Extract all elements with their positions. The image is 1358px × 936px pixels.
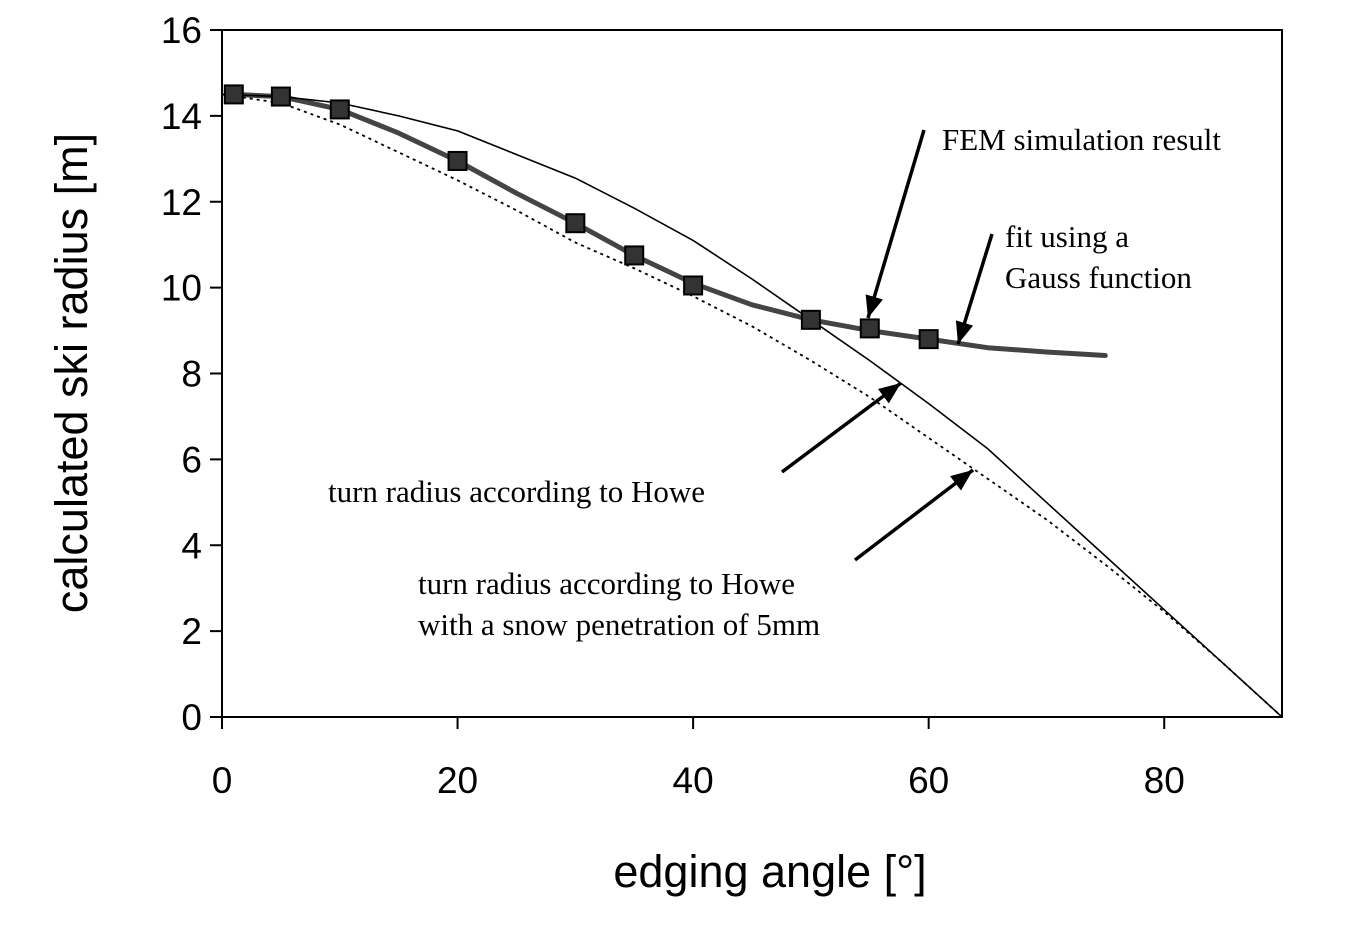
fem-data-point <box>918 329 939 350</box>
annotation-label: turn radius according to Howe <box>418 566 795 601</box>
howe-snow-penetration-line <box>221 93 1283 718</box>
x-tick-label: 40 <box>673 760 714 801</box>
fem-data-point <box>223 84 244 105</box>
x-axis-title: edging angle [°] <box>613 846 926 897</box>
howe-line <box>221 93 1283 718</box>
axes: 0 2 4 6 8 10 12 14 16 0 20 40 60 80 <box>161 10 1185 801</box>
y-tick-label: 2 <box>181 611 202 652</box>
annotation-label: with a snow penetration of 5mm <box>418 607 820 642</box>
y-tick-label: 0 <box>181 697 202 738</box>
fem-data-point <box>447 150 468 171</box>
y-tick-label: 4 <box>181 525 202 566</box>
y-tick-label: 8 <box>181 354 202 395</box>
fem-data-point <box>270 86 291 107</box>
annotation-label: fit using a <box>1005 219 1129 254</box>
y-tick-label: 6 <box>181 439 202 480</box>
annotation-label: turn radius according to Howe <box>328 474 705 509</box>
fem-data-point <box>565 213 586 234</box>
fem-data-point <box>800 309 821 330</box>
y-tick-label: 14 <box>161 96 202 137</box>
fem-data-point <box>624 245 645 266</box>
annotation-arrowhead <box>877 383 901 404</box>
annotation-label: FEM simulation result <box>942 122 1221 157</box>
x-tick-label: 80 <box>1144 760 1185 801</box>
annotation-arrowhead <box>955 320 974 344</box>
y-tick-label: 12 <box>161 182 202 223</box>
annotation-arrow-shaft <box>780 381 903 474</box>
annotation-arrow-shaft <box>866 129 926 319</box>
fem-data-point <box>859 318 880 339</box>
y-tick-label: 10 <box>161 268 202 309</box>
y-axis-title: calculated ski radius [m] <box>46 133 97 613</box>
series-layer <box>221 84 1283 718</box>
annotation-label: Gauss function <box>1005 260 1192 295</box>
x-tick-label: 0 <box>212 760 233 801</box>
x-tick-label: 60 <box>908 760 949 801</box>
fem-data-point <box>329 99 350 120</box>
fem-data-point <box>683 275 704 296</box>
annotation-arrow-shaft <box>853 468 975 562</box>
annotation-layer: FEM simulation result fit using a Gauss fu… <box>328 122 1221 642</box>
annotation-arrowhead <box>865 294 883 318</box>
x-tick-label: 20 <box>437 760 478 801</box>
annotation-arrowhead <box>950 470 973 491</box>
y-tick-label: 16 <box>161 10 202 51</box>
